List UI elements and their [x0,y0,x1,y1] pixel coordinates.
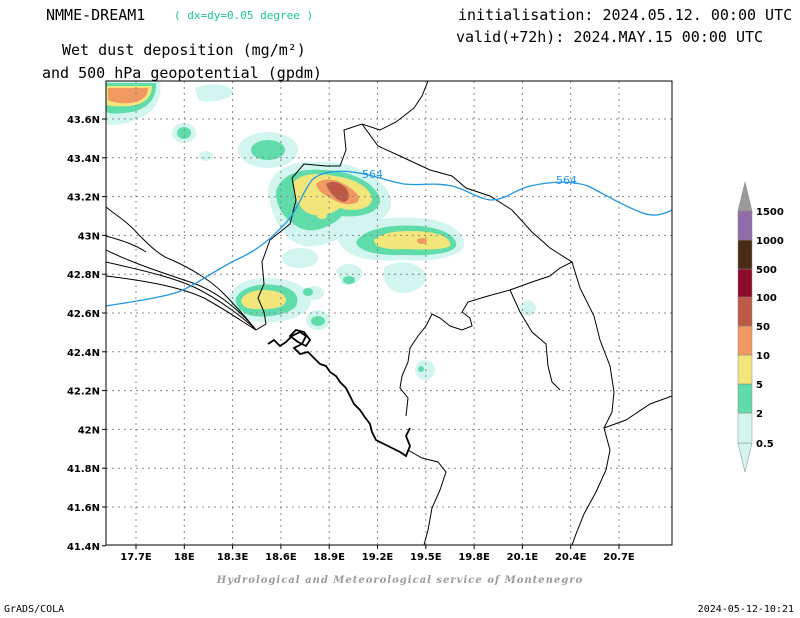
latitude-axis: 43.6N 43.4N 43.2N 43N 42.8N 42.6N 42.4N 42.2N 42… [67,115,106,553]
legend-band [737,354,753,385]
lat-tick-label: 43.6N [67,115,100,126]
variable-title-line2: and 500 hPa geopotential (gpdm) [42,64,322,82]
legend-band [737,268,753,298]
lat-tick-label: 43N [78,231,100,242]
legend-level-label: 1000 [756,236,784,247]
legend-level-label: 500 [756,265,777,276]
legend-band [737,181,753,212]
lon-tick-label: 18.9E [313,552,345,563]
lat-tick-label: 42.4N [67,348,100,359]
valid-time: valid(+72h): 2024.MAY.15 00:00 UTC [456,28,764,46]
legend-level-label: 50 [756,322,770,333]
lon-tick-label: 18.6E [265,552,297,563]
lat-tick-label: 42N [78,425,100,436]
lat-tick-label: 41.4N [67,542,100,553]
software-label: GrADS/COLA [4,604,65,615]
coastline [267,329,411,458]
country-borders [106,81,672,545]
lat-tick-label: 42.6N [67,309,100,320]
legend-level-label: 5 [756,380,763,391]
legend-level-label: 10 [756,351,770,362]
lon-tick-label: 17.7E [120,552,152,563]
map-content: 564 564 [106,81,672,545]
lon-tick-label: 19.2E [362,552,394,563]
lon-tick-label: 20.4E [555,552,587,563]
lat-tick-label: 43.2N [67,193,100,204]
legend-band [737,412,753,444]
lat-tick-label: 41.8N [67,464,100,475]
lat-tick-label: 42.8N [67,270,100,281]
lat-tick-label: 41.6N [67,503,100,514]
legend-band [737,239,753,270]
lon-tick-label: 19.8E [458,552,490,563]
model-title: NMME-DREAM1 [46,6,146,24]
legend-band [737,383,753,414]
grid-lines [106,81,672,545]
legend-band [737,442,753,473]
legend-level-label: 100 [756,293,777,304]
legend-band [737,296,753,327]
credit-text: Hydrological and Meteorological service … [216,575,584,586]
lon-tick-label: 19.5E [410,552,442,563]
contour-label: 564 [362,168,383,181]
legend-level-label: 2 [756,409,763,420]
color-legend: 0.5 2 5 10 50 100 500 1000 1500 [737,181,784,473]
longitude-axis: 17.7E 18E 18.3E 18.6E 18.9E 19.2E 19.5E 19.8E 20… [120,545,635,563]
lat-tick-label: 43.4N [67,154,100,165]
contour-label: 564 [556,174,577,187]
lon-tick-label: 18E [174,552,195,563]
geopotential-contour-564 [106,170,672,307]
variable-title-line1: Wet dust deposition (mg/m²) [62,41,306,59]
lon-tick-label: 20.1E [507,552,539,563]
lon-tick-label: 20.7E [603,552,635,563]
resolution-label: ( dx=dy=0.05 degree ) [174,9,314,22]
lat-tick-label: 42.2N [67,387,100,398]
legend-band [737,210,753,241]
legend-band [737,325,753,356]
legend-level-label: 1500 [756,207,784,218]
lon-tick-label: 18.3E [217,552,249,563]
generation-timestamp: 2024-05-12-10:21 [697,604,794,615]
initialisation-time: initialisation: 2024.05.12. 00:00 UTC [458,6,793,24]
legend-level-label: 0.5 [756,439,774,450]
dust-shading [106,81,536,380]
